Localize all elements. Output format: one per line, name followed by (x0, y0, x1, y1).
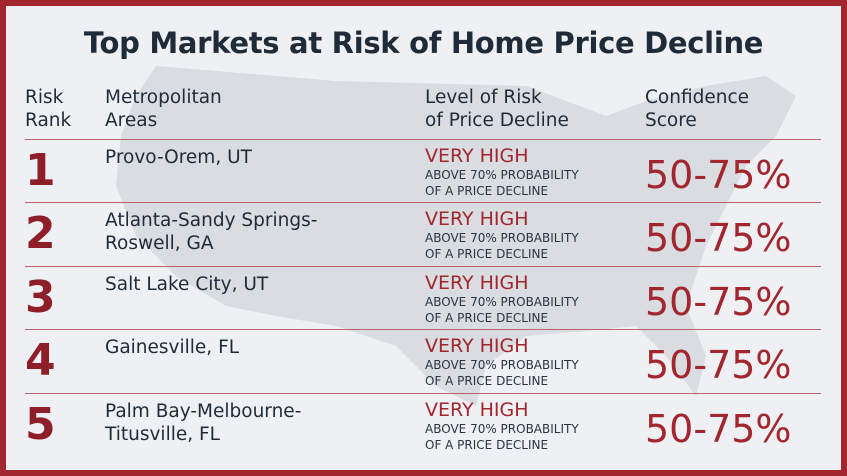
area-line: Palm Bay-Melbourne- (105, 401, 302, 422)
detail-line: OF A PRICE DECLINE (425, 247, 549, 261)
detail-line: ABOVE 70% PROBABILITY (425, 422, 579, 436)
header-risk-rank: Risk Rank (25, 86, 71, 132)
risk-detail: ABOVE 70% PROBABILITY OF A PRICE DECLINE (425, 167, 579, 199)
confidence-score: 50-75% (645, 407, 792, 451)
risk-level: VERY HIGH (425, 399, 529, 421)
detail-line: OF A PRICE DECLINE (425, 438, 549, 452)
metro-area: Provo-Orem, UT (105, 146, 252, 169)
confidence-score: 50-75% (645, 216, 792, 260)
area-line: Atlanta-Sandy Springs- (105, 210, 318, 231)
metro-area: Salt Lake City, UT (105, 273, 268, 296)
header-line: Score (645, 110, 697, 131)
detail-line: ABOVE 70% PROBABILITY (425, 231, 579, 245)
metro-area: Palm Bay-Melbourne- Titusville, FL (105, 400, 301, 446)
table-row: 3 Salt Lake City, UT VERY HIGH ABOVE 70% PR… (25, 266, 821, 330)
detail-line: ABOVE 70% PROBABILITY (425, 168, 579, 182)
header-line: Metropolitan (105, 87, 222, 108)
risk-rank: 4 (25, 335, 56, 386)
confidence-score: 50-75% (645, 343, 792, 387)
area-line: Roswell, GA (105, 233, 214, 254)
area-line: Provo-Orem, UT (105, 147, 252, 168)
risk-level: VERY HIGH (425, 335, 529, 357)
header-line: of Price Decline (425, 110, 569, 131)
header-line: Areas (105, 110, 158, 131)
confidence-score: 50-75% (645, 280, 792, 324)
header-line: Confidence (645, 87, 750, 108)
header-line: Level of Risk (425, 87, 542, 108)
risk-detail: ABOVE 70% PROBABILITY OF A PRICE DECLINE (425, 230, 579, 262)
metro-area: Gainesville, FL (105, 336, 239, 359)
area-line: Salt Lake City, UT (105, 274, 269, 295)
table-row: 1 Provo-Orem, UT VERY HIGH ABOVE 70% PROBAB… (25, 139, 821, 203)
detail-line: OF A PRICE DECLINE (425, 374, 549, 388)
page-title: Top Markets at Risk of Home Price Declin… (83, 26, 764, 60)
detail-line: ABOVE 70% PROBABILITY (425, 358, 579, 372)
header-line: Rank (25, 110, 72, 131)
header-line: Risk (25, 87, 64, 108)
header-level-of-risk: Level of Risk of Price Decline (425, 86, 569, 132)
risk-detail: ABOVE 70% PROBABILITY OF A PRICE DECLINE (425, 421, 579, 453)
risk-rank: 1 (25, 145, 56, 196)
detail-line: OF A PRICE DECLINE (425, 184, 549, 198)
risk-rank: 3 (25, 272, 56, 323)
us-map-background (116, 66, 796, 406)
header-metropolitan-areas: Metropolitan Areas (105, 86, 222, 132)
metro-area: Atlanta-Sandy Springs- Roswell, GA (105, 209, 317, 255)
risk-level: VERY HIGH (425, 272, 529, 294)
risk-level: VERY HIGH (425, 145, 529, 167)
risk-detail: ABOVE 70% PROBABILITY OF A PRICE DECLINE (425, 357, 579, 389)
area-line: Titusville, FL (105, 424, 220, 445)
table-row: 4 Gainesville, FL VERY HIGH ABOVE 70% PROBA… (25, 329, 821, 393)
risk-rank: 5 (25, 399, 56, 450)
detail-line: ABOVE 70% PROBABILITY (425, 295, 579, 309)
table-row: 5 Palm Bay-Melbourne- Titusville, FL VERY H… (25, 393, 821, 457)
risk-detail: ABOVE 70% PROBABILITY OF A PRICE DECLINE (425, 294, 579, 326)
risk-rank: 2 (25, 208, 56, 259)
risk-level: VERY HIGH (425, 208, 529, 230)
header-confidence-score: Confidence Score (645, 86, 749, 132)
detail-line: OF A PRICE DECLINE (425, 311, 549, 325)
area-line: Gainesville, FL (105, 337, 240, 358)
confidence-score: 50-75% (645, 153, 792, 197)
table-row: 2 Atlanta-Sandy Springs- Roswell, GA VERY H… (25, 202, 821, 266)
